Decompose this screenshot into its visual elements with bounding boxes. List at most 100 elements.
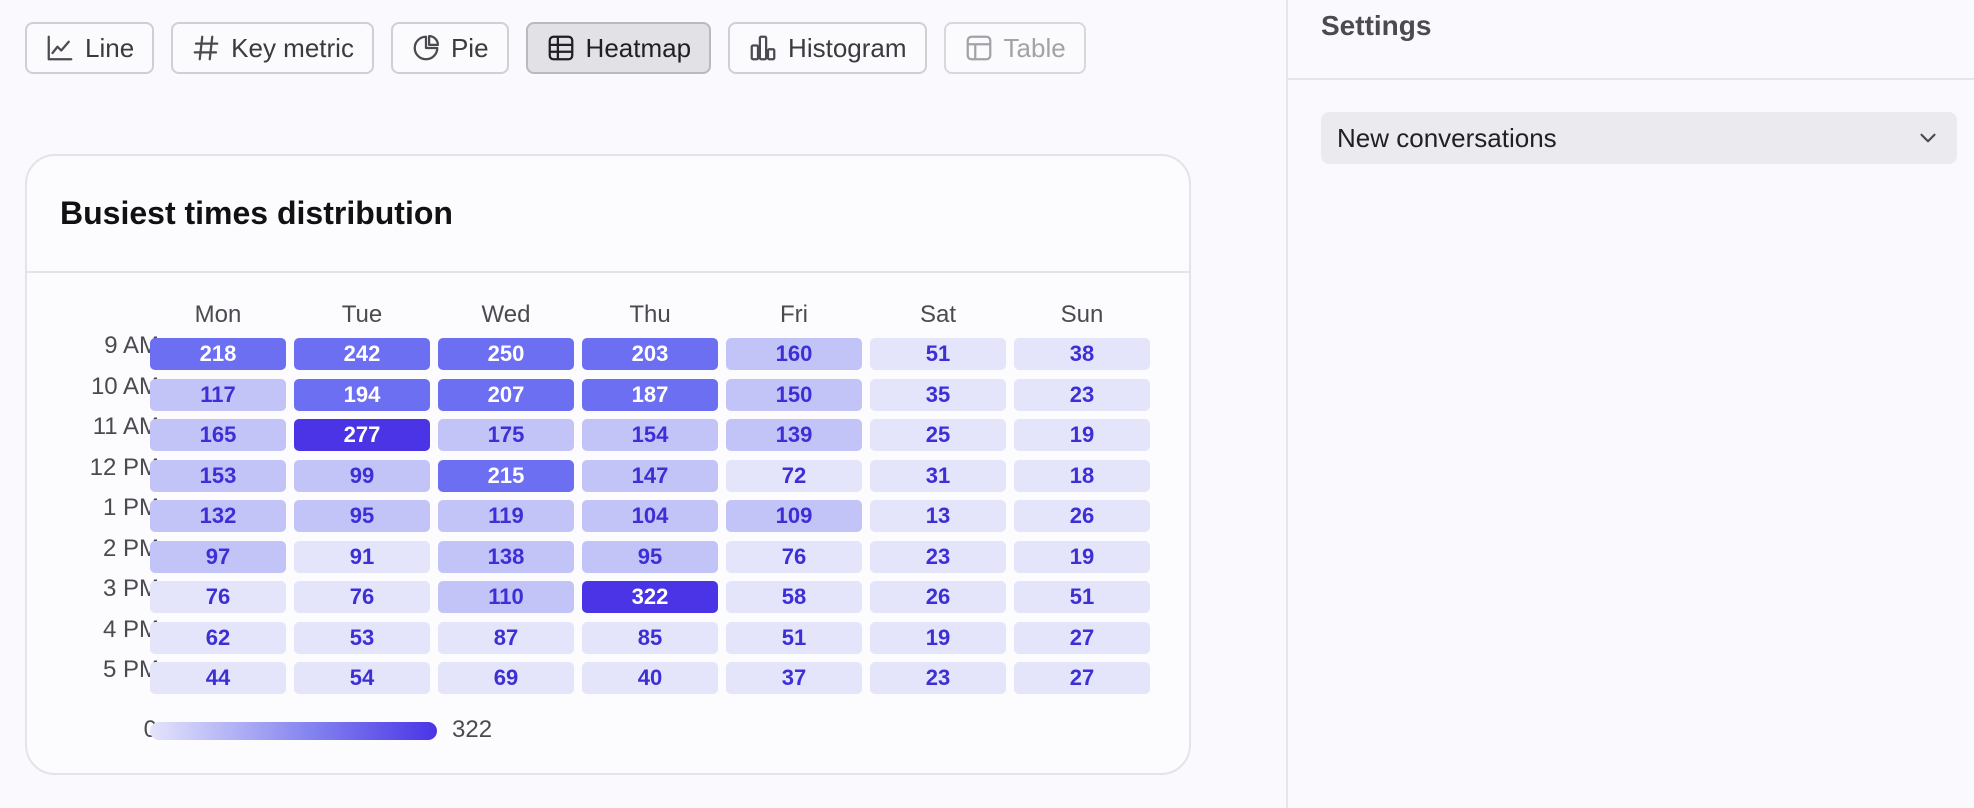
day-label-mon: Mon — [194, 301, 242, 328]
heatmap-cell[interactable]: 51 — [1014, 581, 1150, 613]
heatmap-cell[interactable]: 18 — [1014, 459, 1150, 492]
heatmap-cell[interactable]: 27 — [1014, 621, 1150, 654]
hour-label: 11 AM — [92, 413, 159, 440]
heatmap-cell[interactable]: 160 — [726, 338, 862, 370]
heatmap-cell[interactable]: 38 — [1014, 338, 1150, 370]
heatmap-cell[interactable]: 187 — [582, 378, 718, 411]
heatmap-cell[interactable]: 53 — [294, 621, 430, 654]
heatmap-cell[interactable]: 51 — [726, 621, 862, 654]
heatmap-cell[interactable]: 69 — [438, 662, 574, 694]
heatmap-cell[interactable]: 117 — [150, 378, 286, 411]
heatmap-cell[interactable]: 26 — [1014, 500, 1150, 532]
heatmap-cell[interactable]: 76 — [726, 540, 862, 573]
table-icon — [966, 35, 991, 61]
heatmap-cell[interactable]: 44 — [150, 662, 286, 694]
heatmap-cell[interactable]: 23 — [870, 662, 1006, 694]
heatmap-cell[interactable]: 19 — [1014, 419, 1150, 451]
heatmap-cell[interactable]: 150 — [726, 378, 862, 411]
card-title: Busiest times distribution — [60, 195, 453, 231]
key-metric-button[interactable]: Key metric — [171, 22, 374, 74]
heatmap-cell[interactable]: 76 — [294, 581, 430, 613]
line-button[interactable]: Line — [25, 22, 155, 74]
heatmap-cell[interactable]: 87 — [438, 621, 574, 654]
metric-select-value: New conversations — [1337, 122, 1557, 153]
heatmap-button[interactable]: Heatmap — [525, 22, 712, 74]
chevron-down-icon — [1920, 133, 1936, 143]
heatmap-cell[interactable]: 194 — [294, 378, 430, 411]
heatmap-grid: Mon Tue Wed Thu Fri Sat Sun 9 AM 218 242 250 203 160… — [27, 156, 1189, 773]
pie-button[interactable]: Pie — [390, 22, 509, 74]
grid-icon — [548, 35, 573, 61]
bar-chart-icon — [750, 35, 776, 61]
histogram-button[interactable]: Histogram — [728, 22, 927, 74]
hash-icon — [193, 35, 219, 61]
heatmap-cell[interactable]: 35 — [870, 378, 1006, 411]
heatmap-cell[interactable]: 242 — [294, 338, 430, 370]
visualization-toolbar: Line Key metric Pie Heatmap Histogram Ta… — [25, 22, 1086, 74]
heatmap-cell[interactable]: 215 — [438, 459, 574, 492]
heatmap-cell[interactable]: 110 — [438, 581, 574, 613]
heatmap-cell[interactable]: 40 — [582, 662, 718, 694]
heatmap-cell[interactable]: 250 — [438, 338, 574, 370]
heatmap-cell[interactable]: 104 — [582, 500, 718, 532]
heatmap-cell[interactable]: 119 — [438, 500, 574, 532]
heatmap-cell[interactable]: 97 — [150, 540, 286, 573]
heatmap-cell[interactable]: 138 — [438, 540, 574, 573]
heatmap-cell[interactable]: 99 — [294, 459, 430, 492]
heatmap-cell[interactable]: 147 — [582, 459, 718, 492]
heatmap-cell[interactable]: 132 — [150, 500, 286, 532]
table-button[interactable]: Table — [943, 22, 1086, 74]
heatmap-cell[interactable]: 91 — [294, 540, 430, 573]
heatmap-cell[interactable]: 175 — [438, 419, 574, 451]
heatmap-cell[interactable]: 58 — [726, 581, 862, 613]
heatmap-cell[interactable]: 72 — [726, 459, 862, 492]
key-metric-button-label: Key metric — [231, 32, 354, 63]
heatmap-cell[interactable]: 62 — [150, 621, 286, 654]
pie-button-label: Pie — [450, 32, 489, 63]
day-label-thu: Thu — [629, 301, 671, 328]
heatmap-cell[interactable]: 153 — [150, 459, 286, 492]
heatmap-cell[interactable]: 27 — [1014, 662, 1150, 694]
heatmap-cell[interactable]: 26 — [870, 581, 1006, 613]
heatmap-cell[interactable]: 109 — [726, 500, 862, 532]
heatmap-cell[interactable]: 19 — [1014, 540, 1150, 573]
heatmap-cell[interactable]: 203 — [582, 338, 718, 370]
heatmap-cell[interactable]: 165 — [150, 419, 286, 451]
table-button-label: Table — [1003, 32, 1066, 63]
hour-label: 9 AM — [104, 332, 159, 359]
heatmap-cell[interactable]: 37 — [726, 662, 862, 694]
heatmap-cell[interactable]: 76 — [150, 581, 286, 613]
heatmap-cell[interactable]: 51 — [870, 338, 1006, 370]
heatmap-cell[interactable]: 85 — [582, 621, 718, 654]
day-label-tue: Tue — [341, 301, 383, 328]
line-button-label: Line — [85, 32, 135, 63]
heatmap-cell[interactable]: 154 — [582, 419, 718, 451]
hour-label: 10 AM — [90, 372, 159, 400]
heatmap-cell[interactable]: 95 — [582, 540, 718, 573]
day-label-sun: Sun — [1060, 301, 1104, 328]
line-chart-icon — [47, 35, 73, 61]
settings-header-divider — [1288, 78, 1974, 80]
heatmap-cell[interactable]: 54 — [294, 662, 430, 694]
heatmap-cell[interactable]: 218 — [150, 338, 286, 370]
panel-divider — [1286, 0, 1288, 808]
heatmap-cell[interactable]: 25 — [870, 419, 1006, 451]
metric-select[interactable]: New conversations — [1321, 112, 1957, 164]
day-label-fri: Fri — [780, 301, 808, 328]
heatmap-cell[interactable]: 207 — [438, 378, 574, 411]
heatmap-cell[interactable]: 139 — [726, 419, 862, 451]
heatmap-cell[interactable]: 95 — [294, 500, 430, 532]
hour-label: 12 PM — [89, 453, 159, 481]
heatmap-cell[interactable]: 322 — [582, 581, 718, 613]
hour-label: 1 PM — [102, 494, 159, 521]
heatmap-button-label: Heatmap — [585, 32, 692, 63]
legend-max-label: 322 — [452, 716, 493, 743]
pie-chart-icon — [413, 35, 439, 61]
heatmap-cell[interactable]: 277 — [294, 419, 430, 451]
heatmap-cell[interactable]: 13 — [870, 500, 1006, 532]
settings-title: Settings — [1321, 10, 1432, 41]
heatmap-cell[interactable]: 23 — [870, 540, 1006, 573]
heatmap-cell[interactable]: 19 — [870, 621, 1006, 654]
heatmap-cell[interactable]: 23 — [1014, 378, 1150, 411]
heatmap-cell[interactable]: 31 — [870, 459, 1006, 492]
